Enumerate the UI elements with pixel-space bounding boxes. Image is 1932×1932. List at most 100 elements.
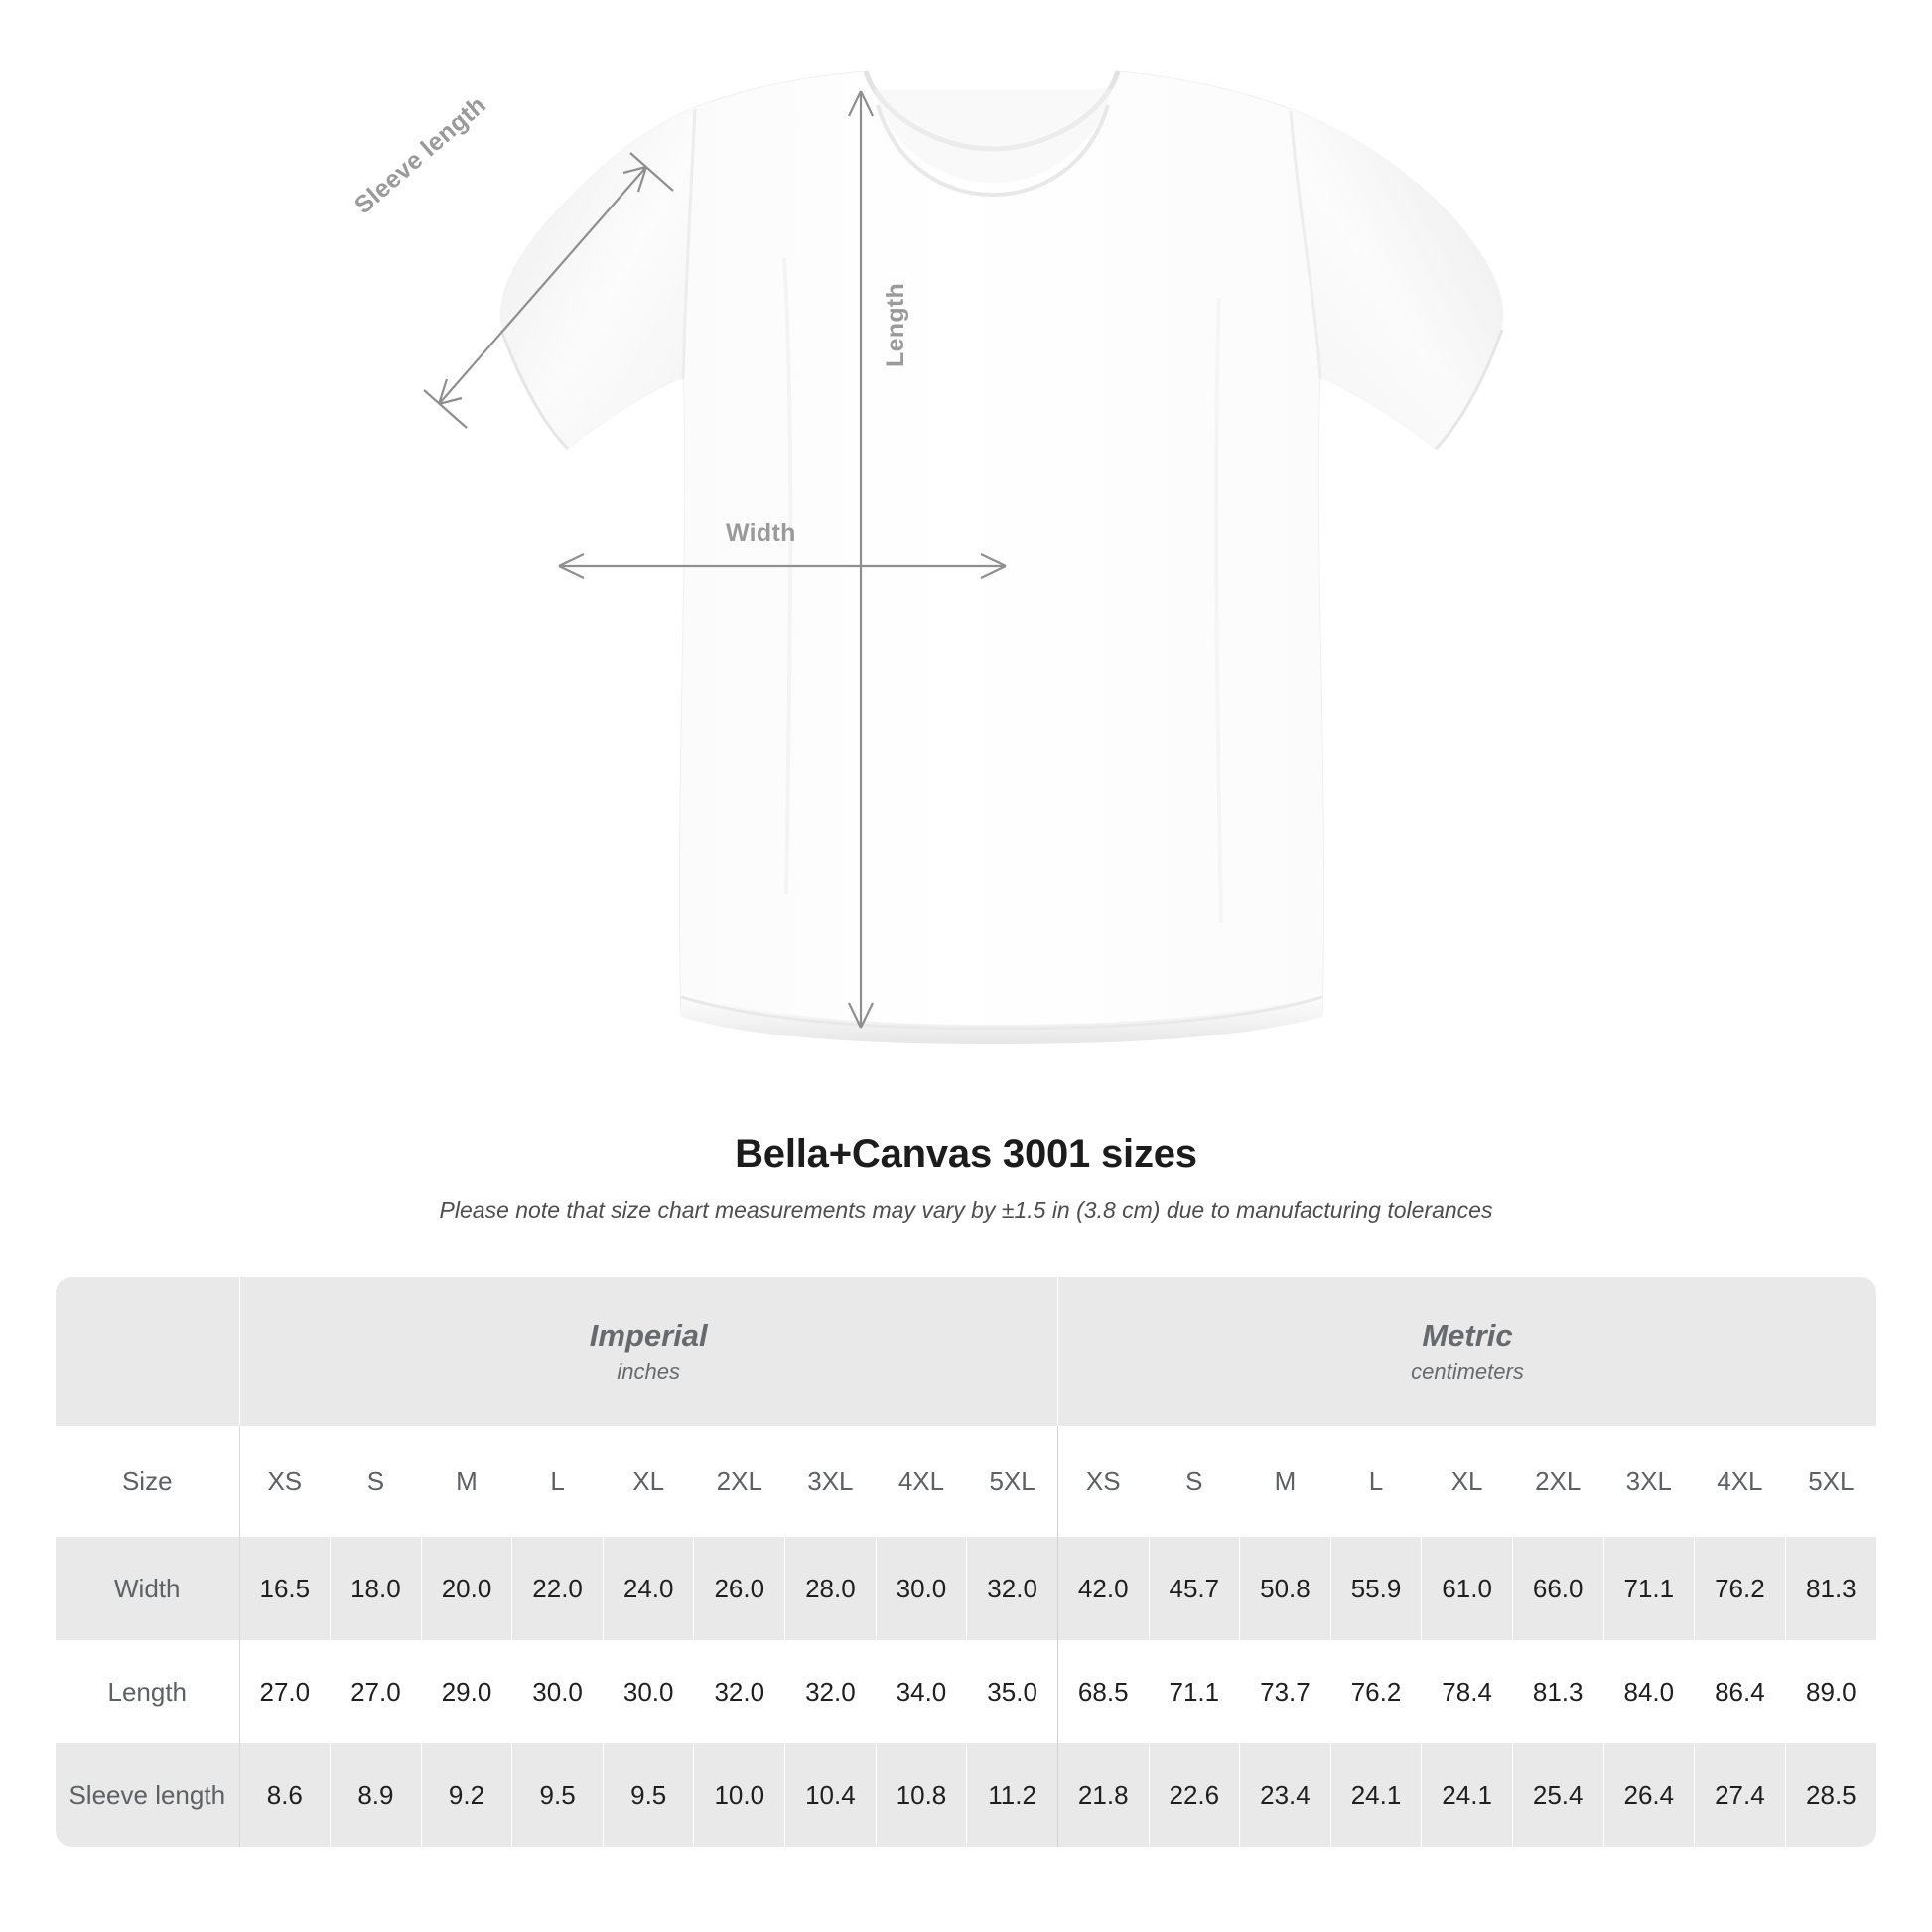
size-header-metric-3xl: 3XL	[1602, 1426, 1695, 1537]
cell-sleeve-length-imperial-4xl: 10.8	[875, 1743, 967, 1847]
cell-width-imperial-4xl: 30.0	[875, 1537, 967, 1640]
length-arrowhead-bottom	[848, 1002, 874, 1029]
size-header-imperial-xl: XL	[602, 1426, 694, 1537]
row-label-length: Length	[56, 1640, 240, 1743]
cell-sleeve-length-metric-s: 22.6	[1148, 1743, 1240, 1847]
collar-inner	[876, 104, 1110, 198]
size-header-imperial-xs: XS	[238, 1426, 331, 1537]
sleeve-tick-bottom	[423, 389, 468, 429]
width-annotation: Width	[726, 519, 796, 547]
cell-length-metric-5xl: 89.0	[1784, 1640, 1876, 1743]
cell-length-metric-3xl: 84.0	[1602, 1640, 1695, 1743]
cell-width-imperial-2xl: 26.0	[693, 1537, 785, 1640]
cell-width-imperial-3xl: 28.0	[784, 1537, 877, 1640]
unit-group-name: Imperial	[589, 1317, 708, 1353]
bottom-hem	[681, 993, 1322, 1044]
length-annotation: Length	[882, 282, 909, 367]
cell-sleeve-length-metric-xl: 24.1	[1421, 1743, 1513, 1847]
cell-sleeve-length-metric-4xl: 27.4	[1694, 1743, 1786, 1847]
cell-sleeve-length-imperial-3xl: 10.4	[784, 1743, 877, 1847]
tshirt-shape	[499, 70, 1504, 1044]
size-header-metric-2xl: 2XL	[1511, 1426, 1603, 1537]
cell-sleeve-length-imperial-s: 8.9	[330, 1743, 422, 1847]
unit-group-name: Metric	[1422, 1317, 1513, 1353]
left-armhole-seam	[681, 108, 697, 380]
width-arrowhead-left	[558, 553, 585, 579]
size-header-metric-4xl: 4XL	[1694, 1426, 1786, 1537]
unit-group-header-metric: Metric centimeters	[1056, 1277, 1876, 1426]
cell-sleeve-length-metric-3xl: 26.4	[1602, 1743, 1695, 1847]
cell-sleeve-length-imperial-xs: 8.6	[238, 1743, 331, 1847]
size-header-imperial-4xl: 4XL	[875, 1426, 967, 1537]
cell-width-metric-l: 55.9	[1329, 1537, 1422, 1640]
size-header-row: Size XS S M L XL 2XL 3XL 4XL 5XL XS S M L XL 2XL 3XL 4XL 5…	[56, 1426, 1876, 1537]
cell-length-imperial-xs: 27.0	[238, 1640, 331, 1743]
cell-width-imperial-m: 20.0	[420, 1537, 512, 1640]
unit-group-unit: centimeters	[1411, 1359, 1524, 1385]
size-header-imperial-l: L	[511, 1426, 604, 1537]
cell-width-imperial-l: 22.0	[511, 1537, 604, 1640]
size-header-metric-xl: XL	[1421, 1426, 1513, 1537]
tshirt-left-sleeve	[500, 107, 695, 449]
row-label-sleeve-length: Sleeve length	[56, 1743, 240, 1847]
cell-width-metric-3xl: 71.1	[1602, 1537, 1695, 1640]
size-table-container: Imperial inches Metric centimeters Size XS S M L…	[56, 1277, 1876, 1847]
tshirt-diagram-svg	[423, 70, 1504, 1044]
cell-length-imperial-l: 30.0	[511, 1640, 604, 1743]
cell-sleeve-length-imperial-2xl: 10.0	[693, 1743, 785, 1847]
cell-sleeve-length-imperial-l: 9.5	[511, 1743, 604, 1847]
size-header-imperial-3xl: 3XL	[784, 1426, 877, 1537]
size-header-imperial-5xl: 5XL	[966, 1426, 1058, 1537]
dimension-lines	[423, 90, 1007, 1029]
cell-width-metric-m: 50.8	[1239, 1537, 1331, 1640]
cell-width-metric-4xl: 76.2	[1694, 1537, 1786, 1640]
sleeve-tick-top	[629, 152, 674, 192]
cell-length-imperial-xl: 30.0	[602, 1640, 694, 1743]
cell-length-imperial-s: 27.0	[330, 1640, 422, 1743]
cell-width-metric-s: 45.7	[1148, 1537, 1240, 1640]
table-row: Sleeve length 8.6 8.9 9.2 9.5 9.5 10.0 10.4 10.8…	[56, 1743, 1876, 1847]
cell-width-imperial-xl: 24.0	[602, 1537, 694, 1640]
table-corner-cell	[56, 1277, 240, 1426]
cell-width-metric-2xl: 66.0	[1511, 1537, 1603, 1640]
size-header-metric-l: L	[1329, 1426, 1422, 1537]
size-chart-table: Imperial inches Metric centimeters Size XS S M L…	[56, 1277, 1876, 1847]
sleeve-arrowhead-bottom	[437, 378, 463, 406]
size-header-imperial-s: S	[330, 1426, 422, 1537]
size-header-metric-5xl: 5XL	[1784, 1426, 1876, 1537]
cell-sleeve-length-imperial-m: 9.2	[420, 1743, 512, 1847]
tshirt-illustration: Sleeve length Length Width	[349, 70, 1504, 1044]
sleeve-arrowhead-top	[622, 165, 648, 193]
tshirt-body-path	[499, 70, 1504, 1041]
cell-sleeve-length-metric-m: 23.4	[1239, 1743, 1331, 1847]
cell-length-metric-l: 76.2	[1329, 1640, 1422, 1743]
cell-length-metric-2xl: 81.3	[1511, 1640, 1603, 1743]
cell-length-imperial-3xl: 32.0	[784, 1640, 877, 1743]
cell-sleeve-length-metric-2xl: 25.4	[1511, 1743, 1603, 1847]
cell-width-metric-xs: 42.0	[1056, 1537, 1150, 1640]
length-arrowhead-top	[848, 90, 874, 117]
cell-length-metric-m: 73.7	[1239, 1640, 1331, 1743]
cell-length-imperial-5xl: 35.0	[966, 1640, 1058, 1743]
title-block: Bella+Canvas 3001 sizes Please note that…	[0, 1132, 1932, 1225]
unit-header-row: Imperial inches Metric centimeters	[56, 1277, 1876, 1426]
size-header-imperial-2xl: 2XL	[693, 1426, 785, 1537]
cell-sleeve-length-metric-xs: 21.8	[1056, 1743, 1150, 1847]
tshirt-right-sleeve	[1291, 109, 1503, 449]
cell-length-metric-s: 71.1	[1148, 1640, 1240, 1743]
cell-length-metric-xl: 78.4	[1421, 1640, 1513, 1743]
cell-sleeve-length-metric-l: 24.1	[1329, 1743, 1422, 1847]
width-arrowhead-right	[980, 553, 1007, 579]
cell-width-metric-xl: 61.0	[1421, 1537, 1513, 1640]
cell-width-imperial-s: 18.0	[330, 1537, 422, 1640]
table-row: Length 27.0 27.0 29.0 30.0 30.0 32.0 32.0 34.0 35…	[56, 1640, 1876, 1743]
body-fold-left	[782, 257, 793, 895]
cell-width-imperial-xs: 16.5	[238, 1537, 331, 1640]
page-title: Bella+Canvas 3001 sizes	[735, 1132, 1197, 1175]
size-header-imperial-m: M	[420, 1426, 512, 1537]
body-fold-right	[1213, 297, 1223, 924]
hem-stitch	[680, 995, 1323, 1031]
table-row: Width 16.5 18.0 20.0 22.0 24.0 26.0 28.0 30.0 32.…	[56, 1537, 1876, 1640]
cell-length-imperial-4xl: 34.0	[875, 1640, 967, 1743]
